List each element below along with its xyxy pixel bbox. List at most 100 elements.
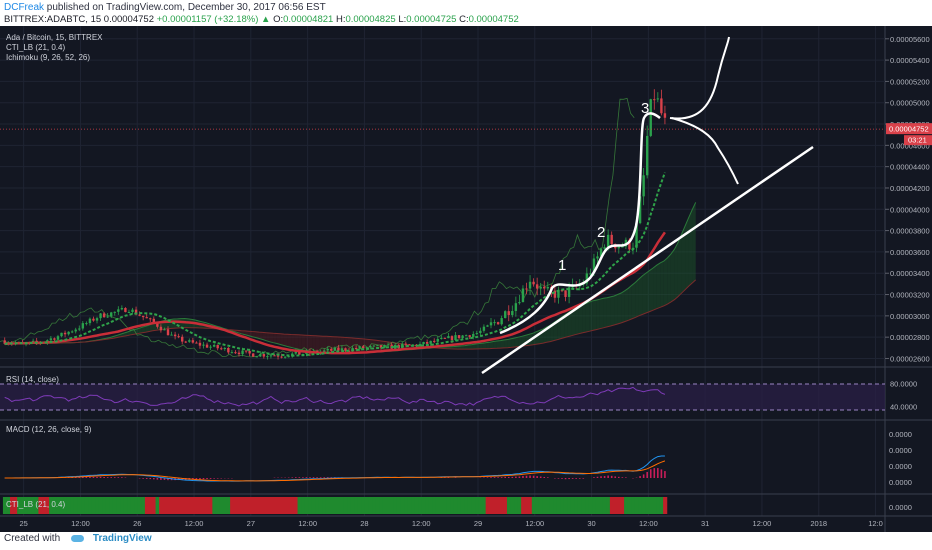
candle-body [138,314,141,316]
cloud-segment [266,332,270,342]
candle-body [504,311,507,319]
cti-bar [297,497,302,514]
price-axis-label: 0.00004400 [890,163,930,172]
cti-bar [152,497,157,514]
cloud-segment [464,345,469,350]
tradingview-logo[interactable]: TradingView [92,533,152,544]
projection-down-drawing[interactable] [671,117,739,185]
candle-body [120,308,124,310]
macd-hist-bar [557,478,560,479]
macd-hist-bar [160,478,162,480]
macd-hist-bar [99,476,102,478]
cti-bar [293,497,299,514]
candle-body [443,337,447,339]
macd-hist-bar [543,476,546,478]
close-label: C: [459,14,469,25]
macd-hist-bar [625,477,627,478]
cti-bar [148,497,153,514]
wave-label-1: 1 [558,257,566,274]
candle-body [195,342,198,344]
candle-body [70,331,74,333]
cti-bar [588,497,593,514]
candle-body [610,234,613,244]
cti-bar [34,497,39,514]
candle-body [645,135,649,176]
cti-bar [201,497,206,514]
candle-body [660,98,663,114]
macd-axis-label-3: 0.0000 [889,462,912,471]
price-axis-label: 0.00002800 [890,333,930,342]
macd-hist-bar [490,477,492,478]
countdown-tag-text: 03:21 [908,136,927,145]
cti-bar [304,497,309,514]
cti-bar [506,497,512,514]
cloud-segment [692,202,696,284]
candle-body [326,348,329,351]
cti-bar [290,497,295,514]
candle-body [468,335,471,337]
time-axis[interactable]: 25 12:00 26 12:00 27 12:00 28 12:00 29 12:00 30 12:… [19,519,882,528]
cti-bar [176,497,181,514]
cti-bar [325,497,331,514]
price-axis-label: 0.00003400 [890,269,930,278]
cti-bar [222,497,228,514]
candle-body [518,302,521,304]
author-link[interactable]: DCFreak [4,2,45,13]
cti-bar [524,497,529,514]
cti-bar [27,497,32,514]
cti-bar [510,497,515,514]
candle-body [393,344,397,349]
candle-body [152,318,156,323]
cloud-segment [621,290,625,323]
cti-bar [329,497,334,514]
candle-body [198,342,202,346]
time-axis-label: 12:00 [298,519,317,528]
cti-bar [503,497,508,514]
cloud-segment [677,234,682,297]
cloud-segment [276,333,281,345]
cti-bar [613,497,618,514]
macd-hist-bar [600,476,602,478]
price-change: +0.00001157 (+32.18%) [156,14,259,25]
cloud-segment [589,300,593,332]
candle-body [354,348,358,350]
candle-body [191,340,195,343]
candle-body [358,346,361,349]
cti-bar [180,497,185,514]
candle-body [408,344,411,346]
candle-body [209,346,212,348]
candle-body [56,336,60,340]
cti-bar [595,497,600,514]
chart-canvas[interactable]: 1 2 3 0.00005600 0.00005400 0.00005200 0.00… [0,26,932,532]
cloud-segment [457,345,462,350]
projection-up-drawing[interactable] [669,36,730,120]
candle-body [486,325,489,327]
cti-bar [368,497,373,514]
macd-hist-bar [614,476,617,478]
cti-bar [322,497,327,514]
cti-bar [439,497,444,514]
publish-info: DCFreak published on TradingView.com, De… [4,2,326,13]
cti-bar [155,497,160,514]
drawing-annotations[interactable] [481,36,814,375]
cti-bar [226,497,231,514]
candle-body [418,344,422,347]
cloud-segment [582,303,586,333]
cloud-segment [660,261,664,308]
cti-bar [535,497,540,514]
candle-body [117,309,120,312]
cti-bar [105,497,110,514]
cti-bar [521,497,526,514]
macd-hist-bar [202,478,205,480]
cloud-segment [663,257,668,306]
trendline-drawing[interactable] [481,145,814,375]
macd-hist-bar [199,478,201,480]
wave-path-drawing[interactable] [499,112,661,335]
cti-bar [63,497,68,514]
cti-bar [460,497,465,514]
cti-bar [276,497,281,514]
cloud-segment [585,302,590,333]
candle-body [507,311,510,316]
macd-hist-bar [323,477,325,478]
macd-hist-bar [532,475,535,478]
